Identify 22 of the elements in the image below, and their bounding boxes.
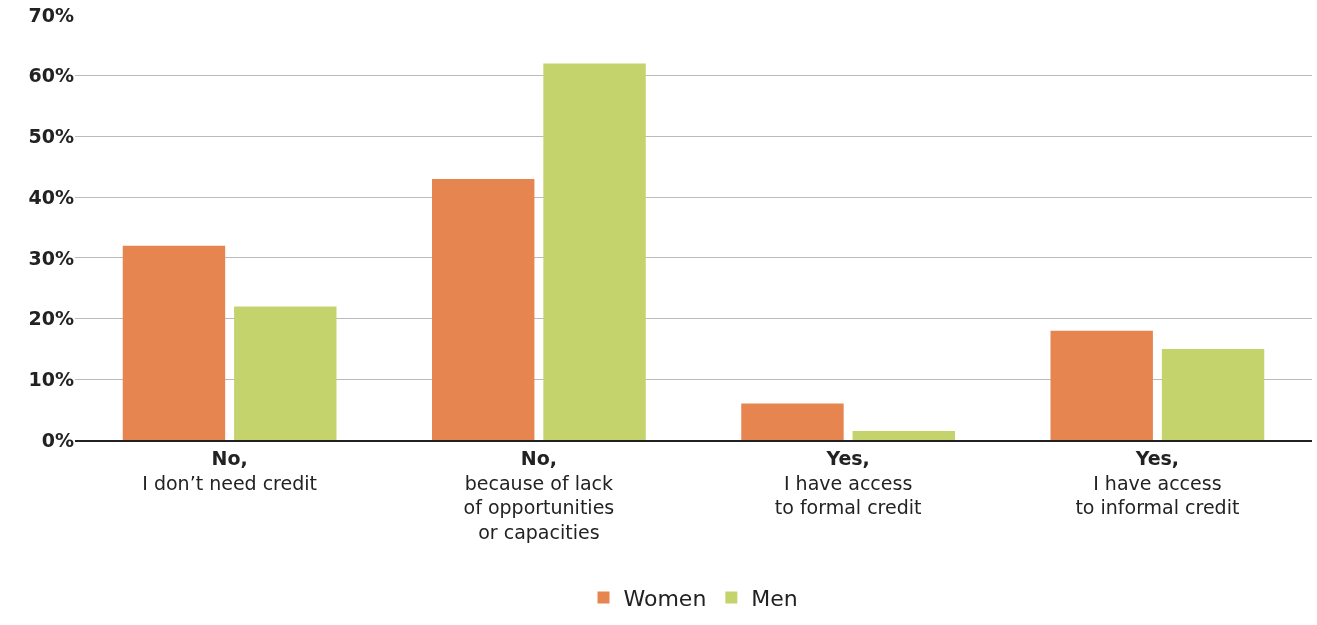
bar	[432, 178, 535, 440]
y-tick-label: 10%	[28, 367, 74, 390]
x-tick-label: No, because of lack of opportunities or capacities	[463, 446, 615, 543]
bar	[234, 306, 337, 440]
bar	[1161, 348, 1265, 440]
x-tick-label: Yes, I have access to formal credit	[774, 446, 922, 519]
y-tick-label: 50%	[28, 125, 74, 148]
legend-label: Women	[623, 586, 707, 612]
bar	[543, 63, 646, 440]
y-tick-label: 0%	[41, 428, 74, 451]
x-tick-label: No, I don’t need credit	[142, 446, 318, 494]
bar	[741, 403, 844, 440]
bar	[852, 430, 955, 440]
bar	[122, 245, 226, 440]
bar	[1050, 330, 1153, 440]
x-tick-label: Yes, I have access to informal credit	[1075, 446, 1240, 519]
y-tick-label: 60%	[28, 64, 74, 87]
y-tick-label: 20%	[28, 307, 74, 330]
y-tick-label: 40%	[28, 185, 74, 208]
y-tick-label: 70%	[28, 3, 74, 26]
y-tick-label: 30%	[28, 246, 74, 269]
legend-label: Men	[751, 586, 798, 612]
